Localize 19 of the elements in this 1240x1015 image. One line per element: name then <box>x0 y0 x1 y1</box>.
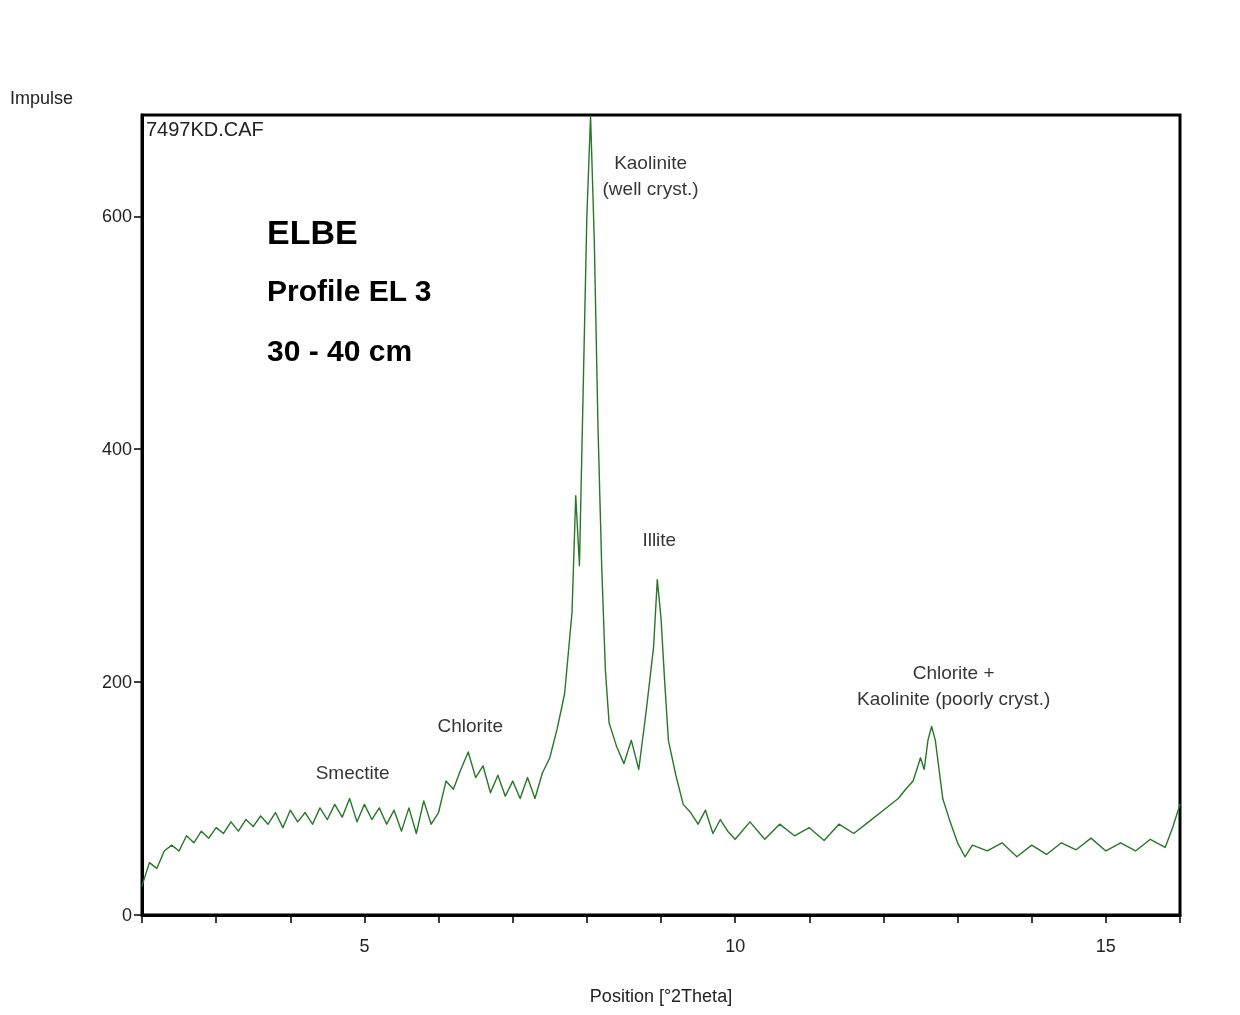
annotation: ELBE <box>267 213 358 251</box>
x-tick-label: 5 <box>359 936 370 956</box>
annotation: 30 - 40 cm <box>267 333 413 367</box>
y-tick-label: 400 <box>101 439 132 460</box>
y-tick-label: 0 <box>121 905 132 925</box>
x-tick-label: 10 <box>725 936 746 956</box>
y-axis-title: Impulse <box>10 88 74 108</box>
annotation: Chlorite <box>437 715 503 737</box>
annotation: 7497KD.CAF <box>146 118 264 140</box>
x-tick-label: 15 <box>1095 936 1116 956</box>
y-tick-label: 200 <box>101 672 132 693</box>
annotation: Profile EL 3 <box>267 273 432 307</box>
annotation: Chlorite + Kaolinite (poorly cryst.) <box>857 661 1051 709</box>
line-series <box>141 115 1181 887</box>
x-axis-title: Position [°2Theta] <box>589 986 733 1006</box>
annotation: Kaolinite (well cryst.) <box>602 151 699 199</box>
y-tick-label: 600 <box>101 206 132 227</box>
annotation: Illite <box>642 529 677 551</box>
annotation: Smectite <box>315 762 390 784</box>
